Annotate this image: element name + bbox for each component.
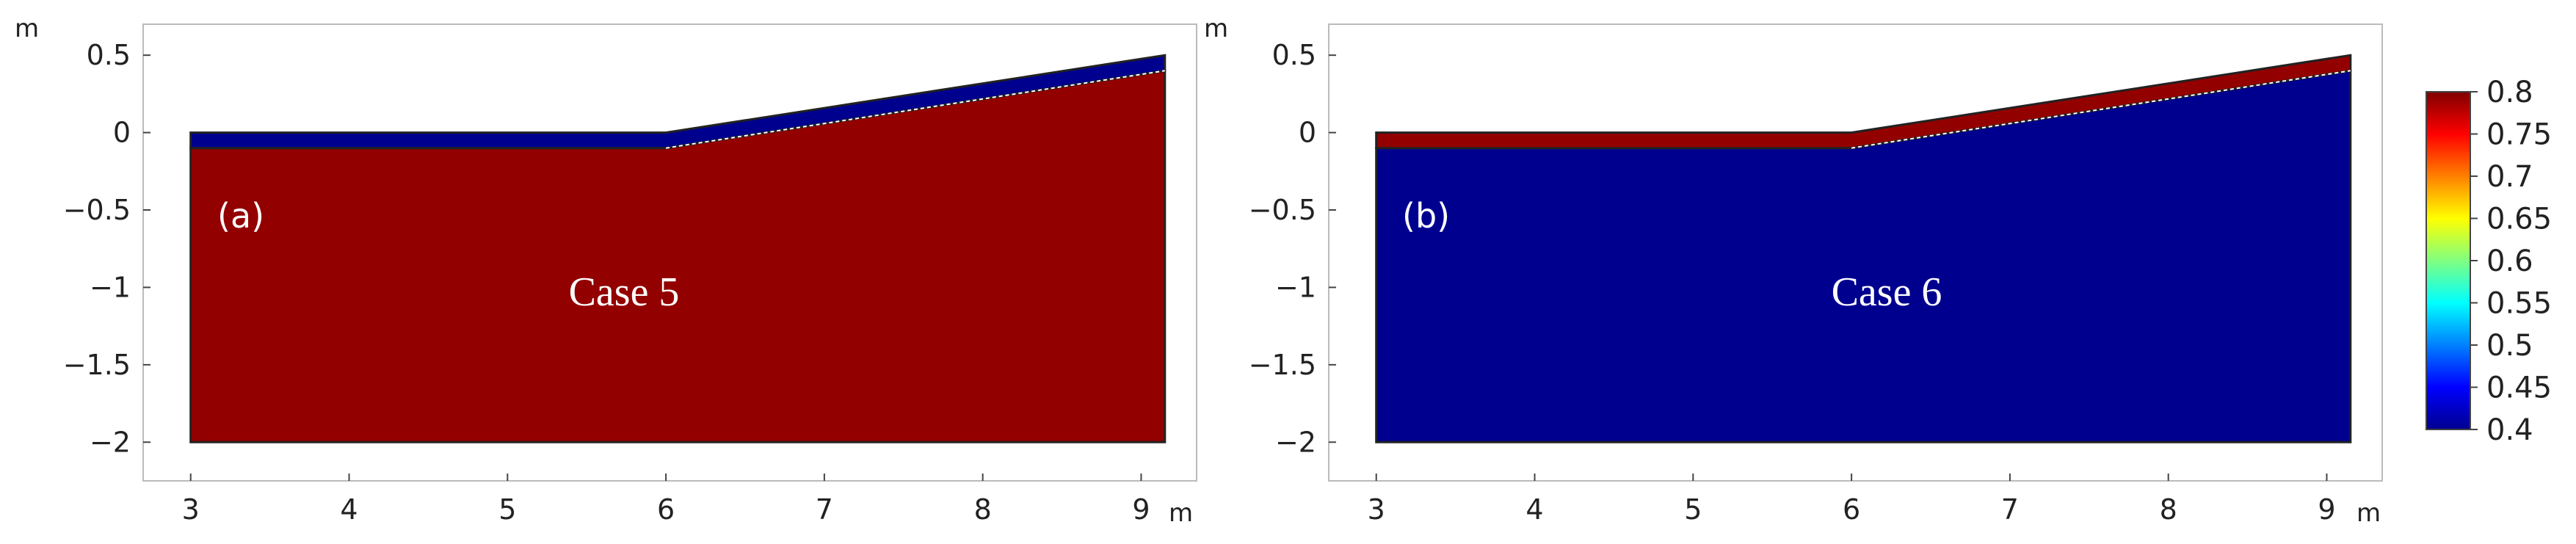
colorbar: 0.8 0.75 0.7 0.65 0.6 0.55 0.5 0.45 0.4 <box>2426 76 2552 447</box>
colorbar-tick-label: 0.7 <box>2486 160 2533 194</box>
x-axis-ticks: 3 4 5 6 7 8 9 <box>1368 474 2336 526</box>
y-tick-label: −2 <box>90 426 131 458</box>
layer-interface-line <box>1851 70 2351 149</box>
x-tick-label: 4 <box>1525 493 1543 526</box>
colorbar-tick-label: 0.4 <box>2486 413 2533 447</box>
y-axis-ticks: 0.5 0 −0.5 −1 −1.5 −2 <box>1249 39 1336 458</box>
y-tick-label: 0 <box>113 117 131 149</box>
x-tick-label: 3 <box>182 493 200 526</box>
case-label: Case 5 <box>569 269 680 315</box>
y-tick-label: −1.5 <box>1249 349 1316 381</box>
colorbar-ticks: 0.8 0.75 0.7 0.65 0.6 0.55 0.5 0.45 0.4 <box>2470 76 2552 447</box>
y-tick-label: −1 <box>90 271 131 303</box>
layer-interface-line <box>665 70 1165 149</box>
y-tick-label: −2 <box>1275 426 1316 458</box>
y-axis-unit: m <box>15 14 39 43</box>
x-tick-label: 8 <box>974 493 992 526</box>
y-axis-ticks: 0.5 0 −0.5 −1 −1.5 −2 <box>63 39 150 458</box>
panel-b: 3 4 5 6 7 8 9 0.5 0 −0.5 −1 −1.5 −2 m m (b) Case 6 <box>1204 14 2383 528</box>
panel-a: 3 4 5 6 7 8 9 0.5 0 −0.5 −1 −1.5 −2 m m (a) Case 5 <box>15 14 1197 528</box>
colorbar-tick-label: 0.8 <box>2486 76 2533 109</box>
x-tick-label: 7 <box>2001 493 2019 526</box>
y-tick-label: −1.5 <box>63 349 131 381</box>
case-label: Case 6 <box>1832 269 1942 315</box>
x-tick-label: 6 <box>657 493 675 526</box>
colorbar-tick-label: 0.5 <box>2486 329 2533 363</box>
x-tick-label: 9 <box>2318 493 2335 526</box>
colorbar-tick-label: 0.65 <box>2486 203 2552 236</box>
colorbar-bar <box>2426 91 2471 430</box>
panel-tag: (b) <box>1402 196 1450 236</box>
y-tick-label: 0.5 <box>1272 39 1316 71</box>
x-tick-label: 3 <box>1368 493 1385 526</box>
colorbar-tick-label: 0.55 <box>2486 287 2552 321</box>
y-tick-label: −1 <box>1275 271 1316 303</box>
colorbar-tick-label: 0.45 <box>2486 371 2552 405</box>
y-tick-label: −0.5 <box>1249 194 1316 226</box>
y-tick-label: 0.5 <box>87 39 131 71</box>
colorbar-tick-label: 0.75 <box>2486 118 2552 152</box>
x-tick-label: 9 <box>1132 493 1150 526</box>
x-tick-label: 5 <box>1684 493 1702 526</box>
x-tick-label: 5 <box>498 493 516 526</box>
y-axis-unit: m <box>1204 14 1228 43</box>
y-tick-label: −0.5 <box>63 194 131 226</box>
x-tick-label: 4 <box>340 493 358 526</box>
x-axis-unit: m <box>1169 498 1193 528</box>
panel-tag: (a) <box>217 196 264 236</box>
colorbar-tick-label: 0.6 <box>2486 244 2533 278</box>
x-tick-label: 8 <box>2160 493 2177 526</box>
y-tick-label: 0 <box>1299 117 1316 149</box>
x-axis-ticks: 3 4 5 6 7 8 9 <box>182 474 1150 526</box>
x-tick-label: 7 <box>816 493 833 526</box>
x-axis-unit: m <box>2357 498 2381 528</box>
x-tick-label: 6 <box>1843 493 1860 526</box>
